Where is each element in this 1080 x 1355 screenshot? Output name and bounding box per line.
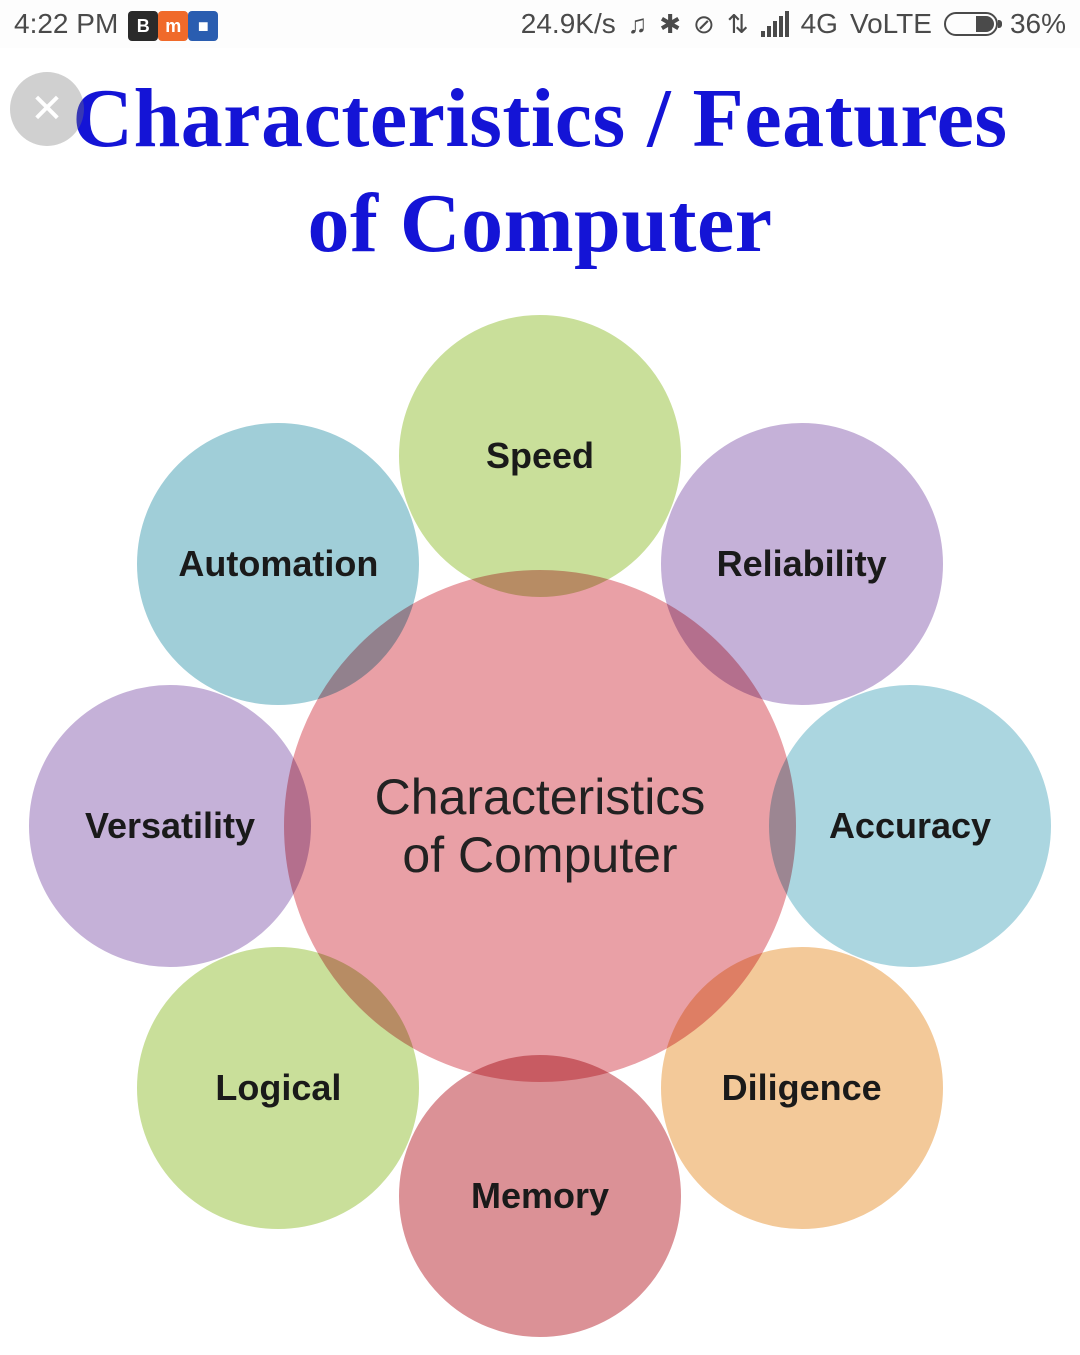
status-right: 24.9K/s ♫ ✱ ⊘ ⇅ 4G VoLTE 36% <box>521 8 1066 40</box>
close-button[interactable]: ✕ <box>10 72 84 146</box>
outer-node-diligence: Diligence <box>657 943 947 1233</box>
alarm-icon: ⊘ <box>693 9 715 40</box>
bluetooth-icon: ✱ <box>659 9 681 40</box>
close-icon: ✕ <box>30 86 64 132</box>
outer-node-label: Logical <box>215 1067 341 1109</box>
outer-node-reliability: Reliability <box>657 419 947 709</box>
status-speed: 24.9K/s <box>521 8 616 40</box>
page-title: Characteristics / Features of Computer <box>0 48 1080 286</box>
headphones-icon: ♫ <box>628 9 648 40</box>
app-icon-2: ■ <box>188 11 218 41</box>
outer-node-label: Reliability <box>717 543 887 585</box>
title-line-2: of Computer <box>307 177 772 270</box>
status-time: 4:22 PM <box>14 8 118 40</box>
sync-icon: ⇅ <box>727 9 749 40</box>
title-line-1: Characteristics / Features <box>72 72 1007 165</box>
outer-node-label: Memory <box>471 1175 609 1217</box>
outer-node-logical: Logical <box>133 943 423 1233</box>
center-label-line-1: Characteristics <box>375 769 706 825</box>
network-type: 4G <box>801 8 838 40</box>
center-label-line-2: of Computer <box>402 827 677 883</box>
app-icon-0: B <box>128 11 158 41</box>
outer-node-label: Automation <box>178 543 378 585</box>
outer-node-accuracy: Accuracy <box>765 681 1055 971</box>
volte-label: VoLTE <box>850 8 932 40</box>
app-icon-1: m <box>158 11 188 41</box>
outer-node-automation: Automation <box>133 419 423 709</box>
status-left: 4:22 PM Bm■ <box>14 7 218 42</box>
outer-node-label: Speed <box>486 435 594 477</box>
outer-node-speed: Speed <box>395 311 685 601</box>
outer-node-label: Diligence <box>722 1067 882 1109</box>
outer-node-label: Accuracy <box>829 805 991 847</box>
characteristics-diagram: Characteristics of Computer Speed Reliabi… <box>0 286 1080 1346</box>
outer-node-memory: Memory <box>395 1051 685 1341</box>
signal-icon <box>761 11 789 37</box>
outer-node-label: Versatility <box>85 805 255 847</box>
battery-icon <box>944 12 998 36</box>
battery-percent: 36% <box>1010 8 1066 40</box>
outer-node-versatility: Versatility <box>25 681 315 971</box>
status-bar: 4:22 PM Bm■ 24.9K/s ♫ ✱ ⊘ ⇅ 4G VoLTE 36% <box>0 0 1080 48</box>
